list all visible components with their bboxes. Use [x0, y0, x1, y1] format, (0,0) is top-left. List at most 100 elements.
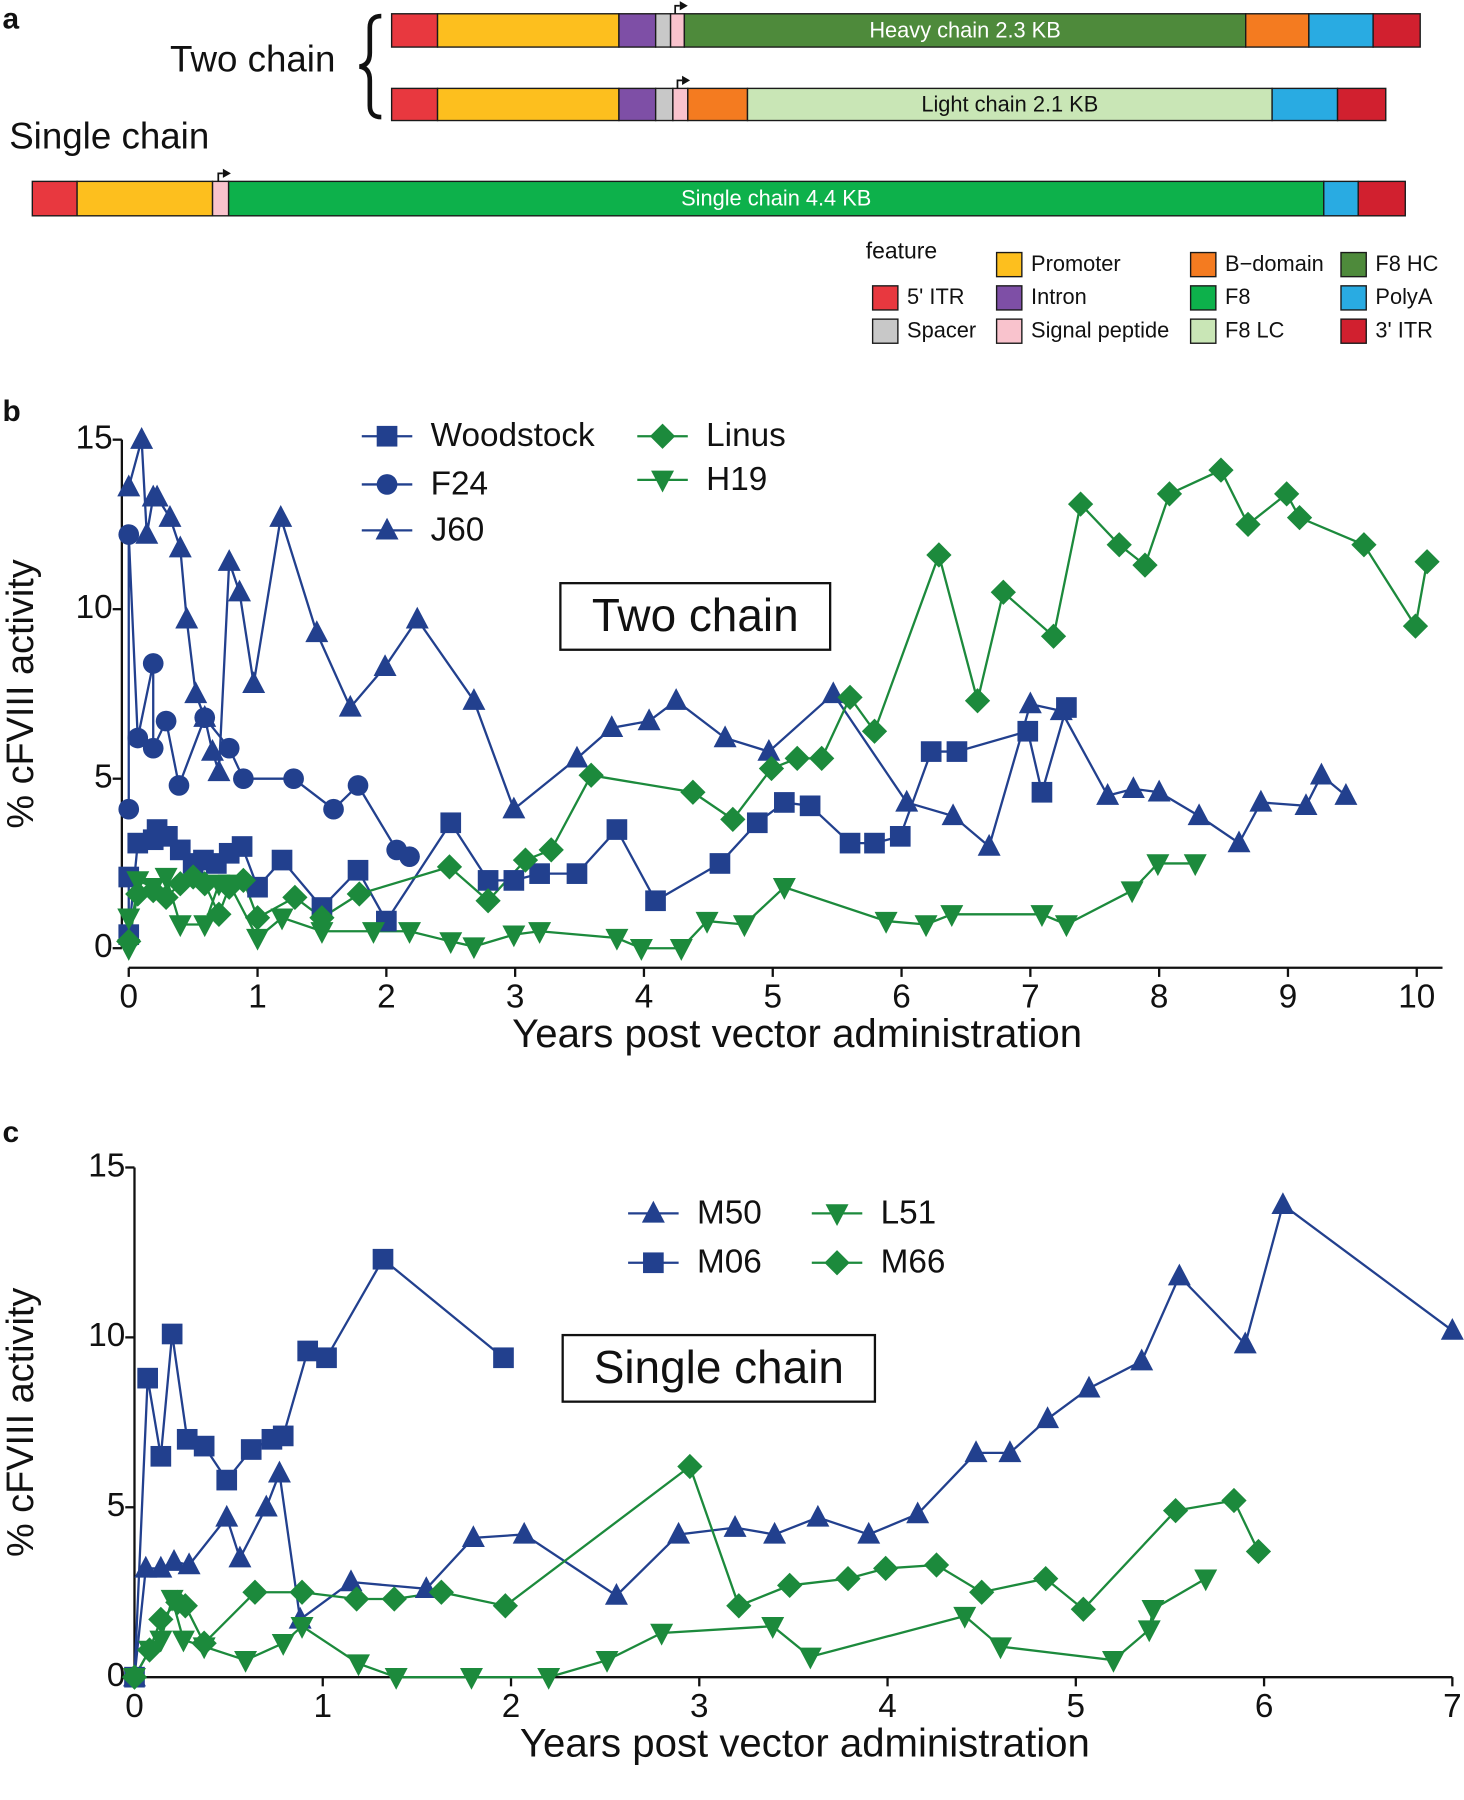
marker [1227, 830, 1251, 853]
series-line [133, 1464, 1260, 1678]
marker [600, 715, 624, 738]
marker [461, 1525, 485, 1548]
marker [347, 1654, 371, 1677]
construct-segment [672, 87, 689, 122]
construct-segment [687, 87, 749, 122]
x-tick-label: 9 [1279, 979, 1298, 1016]
marker [977, 833, 1001, 856]
marker [150, 1445, 172, 1467]
marker [218, 737, 240, 759]
panel-label: c [2, 1116, 19, 1149]
y-tick-label: 5 [94, 758, 113, 795]
marker [874, 911, 898, 934]
construct-segment [1245, 13, 1310, 48]
x-tick-label: 4 [635, 979, 654, 1016]
marker [1187, 803, 1211, 826]
construct-segment [390, 87, 439, 122]
marker [723, 1515, 747, 1537]
legend-marker [643, 1252, 664, 1274]
marker [231, 836, 253, 857]
y-tick-label: 10 [76, 589, 113, 626]
marker [1221, 1487, 1247, 1514]
legend-swatch [995, 285, 1023, 311]
legend-label: M50 [697, 1194, 762, 1231]
marker [162, 1549, 186, 1571]
marker [462, 688, 486, 710]
marker [161, 1323, 183, 1345]
legend-marker [825, 1204, 849, 1227]
marker [381, 1586, 407, 1612]
x-tick-label: 0 [119, 979, 138, 1016]
legend-swatch [995, 318, 1023, 344]
marker [149, 1630, 173, 1653]
marker [857, 1521, 881, 1544]
y-tick-label: 5 [107, 1487, 126, 1524]
construct-segment [1336, 87, 1387, 122]
marker [154, 867, 178, 890]
marker [1309, 762, 1333, 785]
legend-label: J60 [431, 511, 485, 548]
x-tick-label: 2 [502, 1688, 521, 1725]
x-tick-label: 4 [878, 1688, 897, 1725]
marker [664, 688, 688, 710]
marker [184, 681, 208, 704]
marker [228, 1545, 252, 1568]
legend-marker [376, 425, 398, 447]
marker [310, 922, 334, 944]
marker [440, 812, 462, 834]
marker [344, 1586, 370, 1612]
marker [537, 1667, 561, 1690]
marker [1040, 623, 1067, 649]
marker [289, 1579, 315, 1605]
legend-marker [376, 474, 398, 495]
marker [914, 915, 938, 938]
marker [1334, 783, 1358, 805]
marker [926, 542, 952, 568]
panel-label: b [2, 395, 20, 428]
marker [503, 870, 525, 891]
marker [538, 837, 564, 863]
marker [127, 727, 149, 749]
marker [1245, 1538, 1272, 1565]
construct-segment [1357, 180, 1406, 217]
marker [1101, 1650, 1125, 1673]
y-tick-label: 0 [94, 928, 113, 965]
legend-label: Woodstock [431, 417, 595, 454]
marker [920, 741, 942, 762]
legend-label: F8 [1225, 284, 1250, 309]
legend-label: H19 [706, 461, 767, 498]
legend-label: Promoter [1031, 251, 1121, 276]
marker [806, 1504, 830, 1527]
marker [502, 796, 526, 819]
marker [1077, 1375, 1101, 1398]
marker [117, 908, 141, 931]
marker [200, 738, 224, 761]
x-tick-label: 8 [1150, 979, 1169, 1016]
marker [565, 745, 589, 768]
legend-label: M06 [697, 1244, 762, 1281]
x-tick-label: 5 [763, 979, 782, 1016]
marker [1054, 915, 1078, 938]
construct-segment [654, 13, 672, 48]
legend-marker [375, 517, 399, 540]
x-tick-label: 3 [506, 979, 525, 1016]
legend-label: L51 [881, 1194, 937, 1231]
construct-segment [227, 180, 1325, 217]
marker [1402, 613, 1429, 639]
legend-marker [649, 423, 676, 449]
marker [118, 798, 140, 820]
construct-segment [1323, 180, 1359, 217]
marker [230, 867, 257, 894]
marker [373, 654, 397, 677]
marker [171, 1630, 195, 1653]
construct-segment [31, 180, 78, 217]
marker [998, 1440, 1022, 1463]
construct-segment [211, 180, 230, 217]
marker [1146, 854, 1170, 877]
legend-swatch [1340, 318, 1367, 344]
marker [117, 474, 141, 497]
marker [595, 1650, 619, 1673]
x-tick-label: 1 [313, 1688, 332, 1725]
marker [1235, 511, 1261, 538]
legend-marker [824, 1250, 850, 1276]
